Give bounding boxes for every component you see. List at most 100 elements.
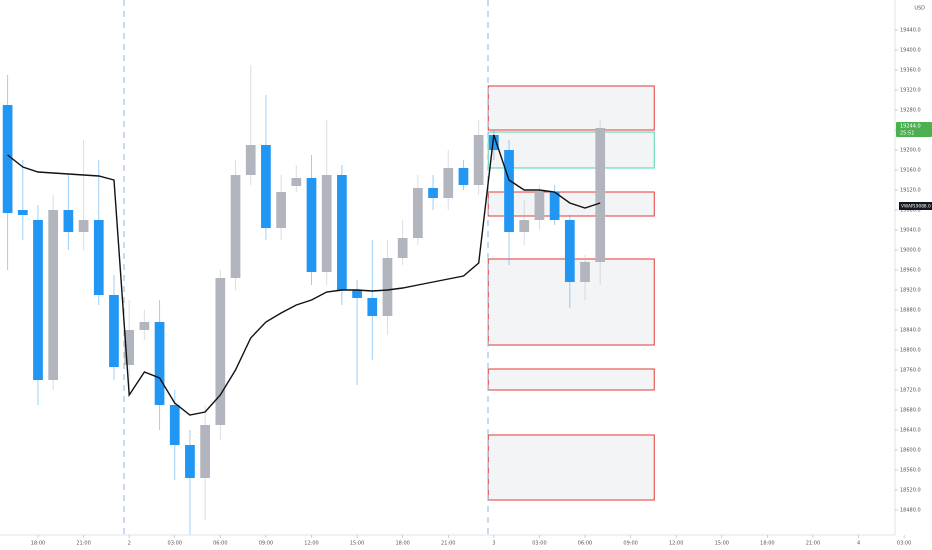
x-tick-label: 21:00 — [441, 541, 455, 547]
candle-body — [200, 425, 210, 478]
y-tick-label: 18760.0 — [900, 368, 921, 374]
candle-body — [473, 135, 484, 185]
y-tick-label: 18520.0 — [900, 488, 921, 494]
candle-body — [337, 175, 347, 290]
y-tick-label: 19440.0 — [900, 28, 921, 34]
zone — [487, 131, 655, 169]
x-tick-label: 03:00 — [897, 541, 911, 547]
y-tick-label: 18560.0 — [900, 468, 921, 474]
x-tick-label: 3 — [492, 541, 495, 547]
y-tick-label: 19400.0 — [900, 48, 921, 54]
last-price-label: 19244.0 — [900, 124, 921, 130]
candle-body — [564, 220, 575, 282]
x-tick-label: 21:00 — [806, 541, 820, 547]
candle-body — [534, 192, 545, 220]
x-tick-label: 12:00 — [304, 541, 318, 547]
y-tick-label: 19200.0 — [900, 148, 921, 154]
candle-body — [352, 290, 362, 298]
x-tick-label: 2 — [128, 541, 131, 547]
y-tick-label: 19160.0 — [900, 168, 921, 174]
candle-body — [397, 238, 408, 258]
vwap-tag-value: 19088.0 — [913, 204, 931, 210]
y-tick-label: 19320.0 — [900, 88, 921, 94]
candle-body — [33, 220, 43, 380]
y-tick-label: 18920.0 — [900, 288, 921, 294]
candle-body — [109, 295, 119, 367]
y-tick-label: 19360.0 — [900, 68, 921, 74]
lines — [7, 134, 601, 416]
x-tick-label: 09:00 — [623, 541, 637, 547]
candle-body — [306, 178, 317, 272]
candle-body — [185, 445, 195, 478]
candle-body — [549, 192, 560, 220]
y-tick-label: 18800.0 — [900, 348, 921, 354]
x-tick-label: 12:00 — [669, 541, 683, 547]
candle-body — [78, 220, 89, 232]
candle-body — [367, 298, 378, 316]
x-tick-label: 06:00 — [578, 541, 592, 547]
candle-body — [245, 145, 256, 175]
y-tick-label: 18600.0 — [900, 448, 921, 454]
candle-body — [2, 105, 13, 213]
candle-body — [93, 220, 104, 295]
x-tick-label: 18:00 — [31, 541, 45, 547]
y-tick-label: 19280.0 — [900, 108, 921, 114]
y-tick-label: 18720.0 — [900, 388, 921, 394]
x-tick-label: 15:00 — [715, 541, 729, 547]
y-tick-label: 19040.0 — [900, 228, 921, 234]
y-tick-label: 19080.0 — [900, 208, 921, 214]
candle-body — [230, 175, 241, 278]
x-tick-label: 4 — [857, 541, 860, 547]
zones — [487, 85, 655, 501]
candle-body — [276, 192, 286, 228]
candle-body — [580, 262, 590, 282]
vwap-tag-name: VWAP — [901, 204, 914, 210]
currency-label: USD — [914, 6, 925, 12]
x-tick-label: 18:00 — [760, 541, 774, 547]
candle-body — [261, 145, 271, 228]
candle-body — [504, 150, 514, 232]
candle-body — [139, 322, 150, 330]
candles — [2, 65, 606, 535]
y-tick-label: 18680.0 — [900, 408, 921, 414]
x-tick-label: 03:00 — [168, 541, 182, 547]
candle-body — [48, 210, 59, 380]
y-tick-label: 18880.0 — [900, 308, 921, 314]
candle-body — [124, 330, 135, 365]
y-tick-label: 19000.0 — [900, 248, 921, 254]
y-tick-label: 18640.0 — [900, 428, 921, 434]
x-tick-label: 21:00 — [76, 541, 90, 547]
candle-body — [17, 210, 28, 215]
candle-body — [519, 220, 530, 232]
y-tick-label: 18960.0 — [900, 268, 921, 274]
zone — [487, 434, 655, 501]
candle-body — [595, 128, 606, 262]
candle-body — [488, 135, 499, 150]
y-tick-label: 18840.0 — [900, 328, 921, 334]
candle-body — [382, 258, 393, 316]
axes: 18480.0 18520.0 18560.0 18600.0 18640.0 18680… — [31, 28, 932, 547]
zone — [487, 85, 655, 131]
candle-body — [63, 210, 74, 232]
y-tick-label: 19120.0 — [900, 188, 921, 194]
candle-body — [169, 405, 180, 445]
vwap-line — [7, 134, 601, 416]
candle-body — [458, 168, 469, 185]
zone — [487, 368, 655, 391]
last-price-tag — [896, 122, 932, 137]
vwap-tag — [899, 202, 932, 210]
x-tick-label: 06:00 — [213, 541, 227, 547]
candle-body — [154, 322, 165, 405]
candle-body — [321, 175, 332, 272]
candle-body — [443, 168, 454, 198]
x-tick-label: 15:00 — [350, 541, 364, 547]
candle-body — [413, 188, 423, 238]
candle-body — [291, 178, 302, 186]
x-tick-label: 18:00 — [395, 541, 409, 547]
y-tick-label: 18480.0 — [900, 508, 921, 514]
x-tick-label: 03:00 — [532, 541, 546, 547]
candle-body — [215, 278, 226, 425]
candle-body — [428, 188, 438, 198]
